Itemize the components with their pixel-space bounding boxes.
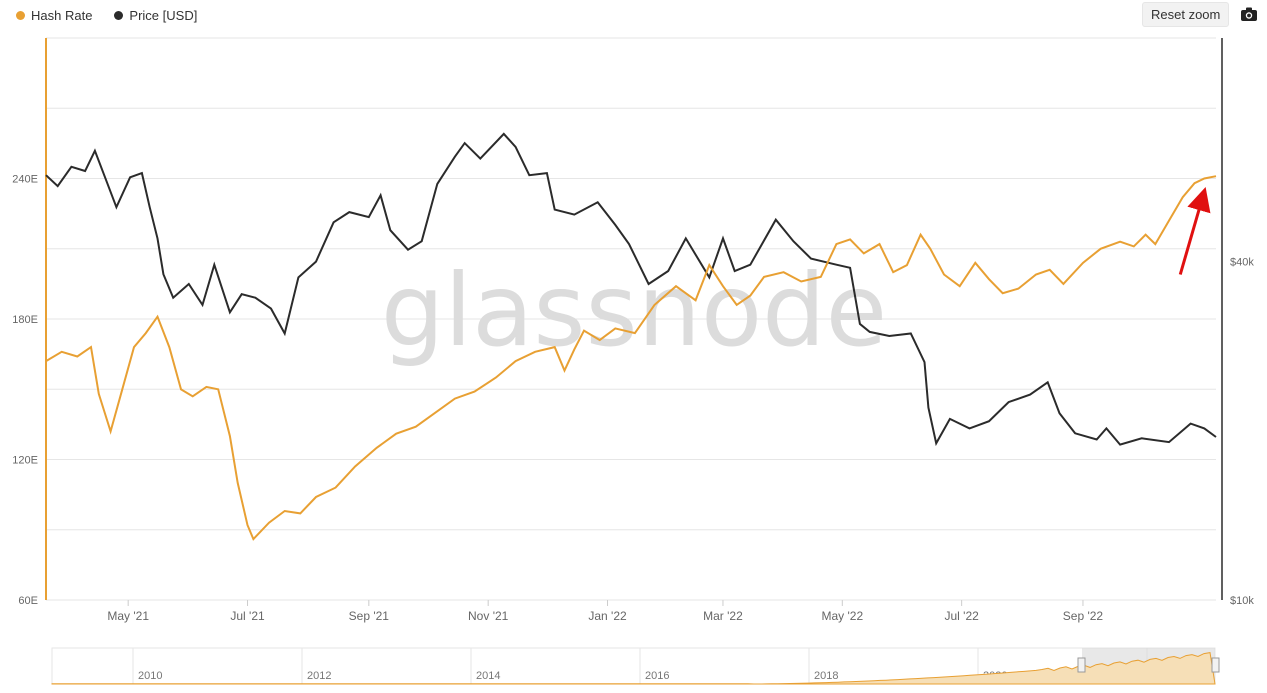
y-right-tick-label: $10k bbox=[1230, 595, 1254, 607]
navigator-year-label: 2018 bbox=[814, 670, 838, 682]
navigator-year-label: 2010 bbox=[138, 670, 162, 682]
x-tick-label: Nov '21 bbox=[468, 609, 509, 623]
navigator-year-label: 2016 bbox=[645, 670, 669, 682]
navigator-handle-left[interactable] bbox=[1077, 657, 1086, 673]
legend-item-hash-rate[interactable]: Hash Rate bbox=[16, 8, 92, 23]
y-left-tick-label: 120E bbox=[12, 455, 38, 467]
navigator-handle-right[interactable] bbox=[1211, 657, 1220, 673]
range-navigator[interactable]: 2010201220142016201820202022 bbox=[51, 647, 1220, 685]
legend-label-price: Price [USD] bbox=[129, 8, 198, 23]
x-axis-ticks: May '21 Jul '21 Sep '21 Nov '21 Jan '22 Mar '… bbox=[107, 600, 1103, 623]
watermark: glassnode bbox=[381, 252, 887, 369]
legend-label-hash-rate: Hash Rate bbox=[31, 8, 93, 23]
legend: Hash Rate Price [USD] bbox=[16, 8, 197, 23]
x-tick-label: Sep '21 bbox=[349, 609, 390, 623]
x-tick-label: Jul '22 bbox=[944, 609, 979, 623]
y-left-tick-label: 60E bbox=[18, 595, 38, 607]
y-right-tick-label: $40k bbox=[1230, 257, 1254, 269]
y-left-tick-label: 240E bbox=[12, 174, 38, 186]
navigator-year-label: 2014 bbox=[476, 670, 500, 682]
gridlines bbox=[46, 37, 1216, 601]
navigator-hash-rate-area bbox=[51, 652, 1216, 685]
x-tick-label: Jul '21 bbox=[230, 609, 265, 623]
x-tick-label: May '22 bbox=[821, 609, 863, 623]
x-tick-label: Mar '22 bbox=[703, 609, 743, 623]
hash-rate-legend-dot bbox=[16, 11, 25, 20]
price-series-line bbox=[45, 132, 1217, 447]
y-left-tick-label: 180E bbox=[12, 314, 38, 326]
x-tick-label: Jan '22 bbox=[588, 609, 627, 623]
hash-rate-series-line bbox=[45, 175, 1217, 541]
camera-icon[interactable] bbox=[1240, 6, 1258, 22]
reset-zoom-button[interactable]: Reset zoom bbox=[1142, 2, 1230, 27]
annotation-arrow bbox=[1178, 186, 1211, 275]
legend-item-price[interactable]: Price [USD] bbox=[114, 8, 197, 23]
x-tick-label: Sep '22 bbox=[1063, 609, 1104, 623]
navigator-year-label: 2012 bbox=[307, 670, 331, 682]
y-axis-right-ticks: $10k $40k bbox=[1230, 257, 1254, 607]
x-tick-label: May '21 bbox=[107, 609, 149, 623]
price-legend-dot bbox=[114, 11, 124, 20]
y-axis-left-ticks: 60E 120E 180E 240E bbox=[12, 174, 38, 608]
